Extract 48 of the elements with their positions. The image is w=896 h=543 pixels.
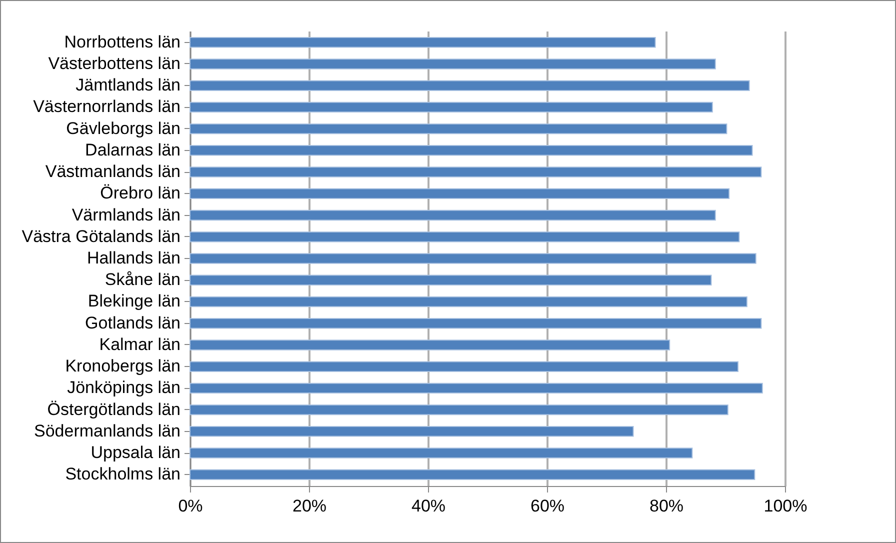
- y-tick-label: Gävleborgs län: [66, 118, 180, 138]
- bar: [190, 382, 763, 394]
- bar: [190, 274, 712, 286]
- y-tick-label: Västerbottens län: [48, 54, 180, 73]
- bar: [190, 404, 728, 416]
- bar: [190, 361, 738, 372]
- bar: [190, 36, 656, 48]
- bar: [190, 318, 762, 329]
- x-tick-label: 80%: [649, 496, 684, 516]
- y-tick-label: Gotlands län: [85, 313, 180, 332]
- y-tick-label: Södermanlands län: [34, 421, 180, 440]
- y-tick-label: Blekinge län: [88, 292, 180, 311]
- bar: [190, 340, 670, 350]
- y-tick-label: Jämtlands län: [76, 76, 180, 95]
- bar: [190, 448, 693, 458]
- x-tick-label: 20%: [292, 496, 327, 516]
- y-tick-label: Hallands län: [86, 248, 180, 268]
- bar: [190, 145, 753, 156]
- bar: [190, 166, 762, 178]
- y-tick-label: Östergötlands län: [47, 400, 180, 419]
- bar: [190, 123, 728, 134]
- bar: [190, 296, 748, 308]
- bar: [190, 426, 634, 437]
- y-tick-label: Jönköpings län: [67, 378, 180, 398]
- bar: [190, 469, 756, 480]
- y-tick-label: Västra Götalands län: [22, 226, 180, 246]
- x-tick-label: 100%: [764, 496, 808, 516]
- y-tick-label: Västmanlands län: [45, 162, 180, 182]
- bar: [190, 80, 750, 91]
- y-tick-label: Örebro län: [100, 184, 180, 203]
- y-tick-label: Västernorrlands län: [33, 97, 180, 116]
- bar: [190, 188, 730, 200]
- y-tick-label: Kalmar län: [99, 334, 180, 354]
- bar: [190, 210, 716, 221]
- x-tick-label: 0%: [178, 496, 203, 516]
- y-tick-label: Norrbottens län: [64, 32, 180, 52]
- y-tick-label: Värmlands län: [72, 205, 180, 224]
- y-tick-label: Dalarnas län: [85, 140, 180, 160]
- bar: [190, 102, 713, 113]
- y-tick-label: Uppsala län: [90, 443, 180, 462]
- bar: [190, 232, 740, 242]
- bar: [190, 58, 716, 70]
- x-tick-label: 40%: [411, 496, 446, 516]
- y-tick-label: Kronobergs län: [65, 356, 180, 376]
- x-tick-label: 60%: [530, 496, 565, 516]
- bar: [190, 253, 756, 264]
- y-tick-label: Stockholms län: [65, 464, 180, 484]
- y-tick-label: Skåne län: [104, 270, 180, 290]
